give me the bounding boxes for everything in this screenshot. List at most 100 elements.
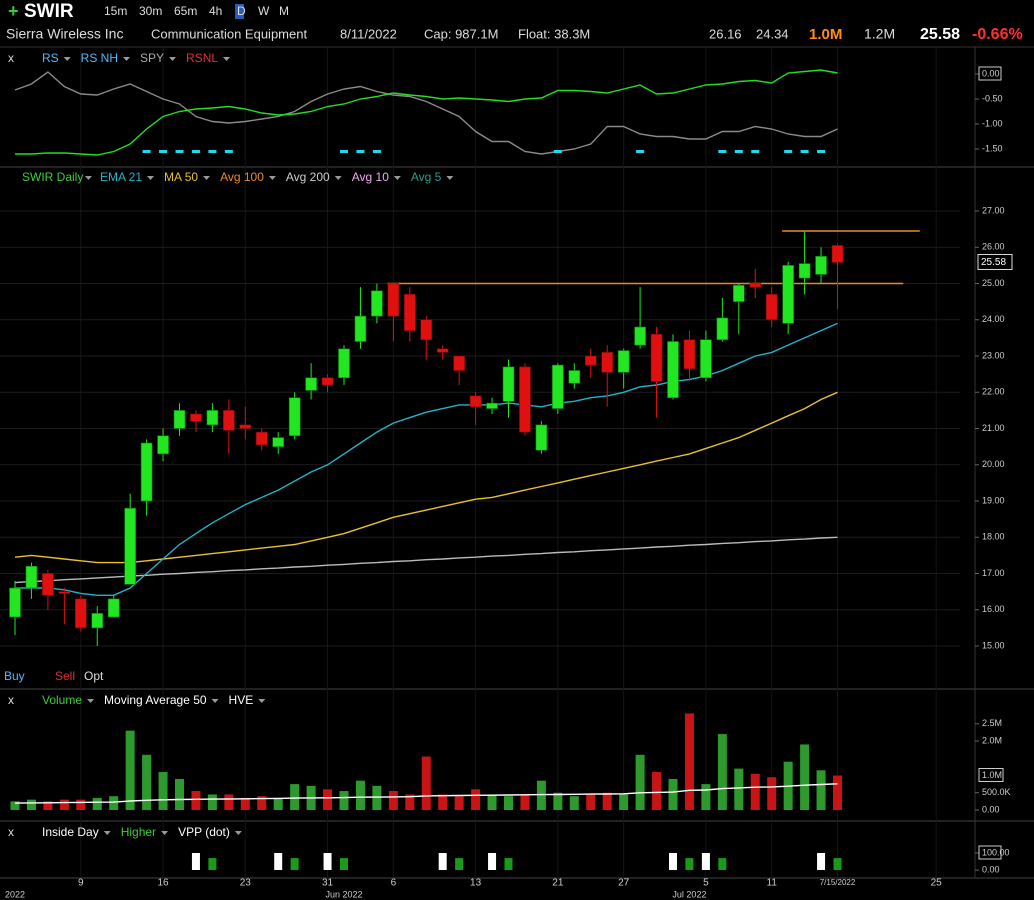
legend-entry[interactable]: Avg 100: [220, 170, 264, 184]
legend-entry[interactable]: RS NH: [81, 51, 118, 65]
legend-entry[interactable]: Avg 200: [286, 170, 330, 184]
candle-body: [634, 326, 646, 346]
volume-bar: [833, 775, 842, 810]
candle-body: [58, 591, 71, 594]
legend-entry[interactable]: Higher: [121, 825, 156, 839]
candle-body: [321, 377, 334, 386]
timeframe[interactable]: M: [279, 4, 289, 18]
legend-entry[interactable]: EMA 21: [100, 170, 142, 184]
opt-button[interactable]: Opt: [84, 669, 104, 683]
candle-body: [288, 397, 301, 437]
timeframe[interactable]: 15m: [104, 4, 127, 18]
volume-bar: [109, 796, 119, 810]
volume-bar: [569, 796, 579, 810]
y-tick-label: 27.00: [982, 205, 1005, 215]
close-icon[interactable]: x: [8, 825, 14, 839]
volume-bar: [619, 794, 629, 810]
rs-new-high: [159, 150, 168, 153]
y-tick-label: 23.00: [982, 350, 1005, 360]
volume-bar: [191, 791, 201, 810]
rs-new-high: [734, 150, 743, 153]
volume-bar: [454, 796, 464, 810]
signal-bar: [274, 853, 283, 870]
volume-bar: [388, 791, 398, 810]
rs-new-high: [784, 150, 793, 153]
candle-body: [42, 573, 54, 596]
dropdown-arrow: [234, 831, 242, 835]
candle-body: [469, 395, 482, 408]
timeframe[interactable]: 4h: [209, 4, 222, 18]
dropdown-arrow: [161, 831, 169, 835]
dropdown-arrow: [123, 57, 131, 61]
candle-body: [700, 339, 712, 379]
legend-entry[interactable]: Moving Average 50: [104, 693, 207, 707]
candle-body: [683, 339, 696, 369]
legend-entry[interactable]: Avg 10: [352, 170, 389, 184]
legend-title[interactable]: SWIR Daily: [22, 170, 83, 184]
dropdown-arrow: [446, 176, 454, 180]
timeframe[interactable]: W: [258, 4, 270, 18]
volume-bar: [536, 780, 546, 810]
dropdown-arrow: [334, 176, 342, 180]
volume-bar: [652, 772, 662, 810]
legend-entry[interactable]: RSNL: [186, 51, 218, 65]
dropdown-arrow: [223, 57, 231, 61]
buy-button[interactable]: Buy: [4, 669, 25, 683]
volume-bar: [405, 794, 415, 810]
volume-bar: [339, 791, 349, 810]
symbol[interactable]: SWIR: [24, 1, 74, 22]
volume-bar: [816, 770, 826, 810]
volume-bar: [323, 789, 333, 810]
rs-new-high: [800, 150, 809, 153]
rs-new-high: [142, 150, 151, 153]
line-series: [14, 783, 838, 804]
candle-body: [453, 355, 465, 371]
y-tick-label: 500.0K: [982, 787, 1011, 797]
legend-entry[interactable]: Avg 5: [411, 170, 442, 184]
timeframe[interactable]: D: [237, 4, 246, 18]
legend-entry[interactable]: Volume: [42, 693, 82, 707]
candle-body: [667, 341, 679, 398]
x-tick-label: 25: [931, 878, 943, 889]
x-tick-label: 23: [240, 878, 252, 889]
rs-new-high: [718, 150, 727, 153]
legend-entry[interactable]: MA 50: [164, 170, 198, 184]
avg-volume: 1.2M: [864, 26, 895, 42]
candle-body: [749, 283, 762, 288]
timeframe[interactable]: 30m: [139, 4, 162, 18]
candle-body: [387, 283, 400, 317]
legend-entry[interactable]: HVE: [229, 693, 254, 707]
close-icon[interactable]: x: [8, 693, 14, 707]
sell-button[interactable]: Sell: [55, 669, 75, 683]
volume-bar: [520, 794, 530, 810]
legend-entry[interactable]: VPP (dot): [178, 825, 230, 839]
change: -0.66%: [972, 26, 1023, 43]
add-icon[interactable]: +: [8, 1, 19, 21]
rs-new-high: [372, 150, 381, 153]
timeframe[interactable]: 65m: [174, 4, 197, 18]
volume-bar: [471, 789, 481, 810]
candle-body: [173, 410, 186, 429]
y-tick-label: 2.5M: [982, 718, 1002, 728]
y-tick-label: -1.50: [982, 143, 1003, 153]
volume-bar: [142, 754, 152, 810]
close-icon[interactable]: x: [8, 51, 14, 65]
rs-new-high: [191, 150, 200, 153]
rs-new-high: [340, 150, 348, 153]
candle-body: [716, 317, 729, 340]
y-tick-label: 18.00: [982, 532, 1005, 542]
candle-body: [732, 285, 745, 302]
dropdown-arrow: [268, 176, 276, 180]
y-tick-label: 17.00: [982, 568, 1005, 578]
legend-entry[interactable]: Inside Day: [42, 825, 99, 839]
legend-entry[interactable]: RS: [42, 51, 59, 65]
rs-new-high: [553, 150, 562, 153]
volume-bar: [26, 799, 36, 810]
rs-new-high: [356, 150, 365, 153]
volume-bar: [767, 777, 777, 810]
timeframe-selected: [235, 4, 244, 19]
y-tick-label: 21.00: [982, 423, 1005, 433]
legend-entry[interactable]: SPY: [140, 51, 164, 65]
